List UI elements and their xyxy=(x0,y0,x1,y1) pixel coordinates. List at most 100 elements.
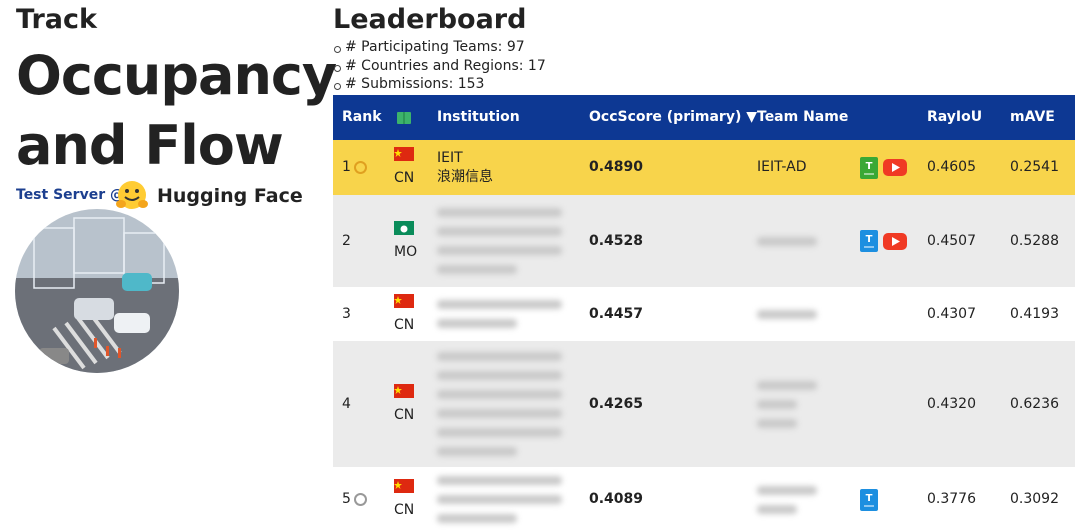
blurred-text xyxy=(437,409,562,418)
column-header: Institution xyxy=(437,109,520,125)
rank: 2 xyxy=(342,232,351,249)
flag xyxy=(394,383,434,404)
column-header: Team Name xyxy=(757,109,849,125)
rank: 4 xyxy=(342,395,351,412)
paper-link[interactable]: T xyxy=(860,488,878,511)
occscore: 0.4890 xyxy=(589,159,644,175)
stat-item: # Countries and Regions: 17 xyxy=(345,57,546,74)
rank-cell: 5 xyxy=(342,467,382,532)
occscore-cell: 0.4265 xyxy=(589,341,709,467)
svg-text:T: T xyxy=(866,234,873,245)
occscore-cell: 0.4457 xyxy=(589,287,709,341)
flag xyxy=(394,147,434,167)
link-icon[interactable] xyxy=(883,232,907,250)
link-icon[interactable]: T xyxy=(860,230,878,252)
rank: 1 xyxy=(342,159,351,175)
rayiou-cell: 0.4320 xyxy=(927,341,997,467)
blurred-text xyxy=(437,428,562,437)
bullet xyxy=(334,83,341,90)
stat-item: # Participating Teams: 97 xyxy=(345,39,525,55)
rayiou-cell: 0.4307 xyxy=(927,287,997,341)
mave-cell: 0.2541 xyxy=(1010,140,1070,195)
rank-line: 1 xyxy=(342,158,382,177)
blurred-text xyxy=(437,371,562,380)
rank-cell: 4 xyxy=(342,341,382,467)
institution-cell xyxy=(437,287,577,341)
link-icon[interactable]: T xyxy=(860,488,878,511)
rayiou: 0.4307 xyxy=(927,305,976,322)
blurred-text xyxy=(757,236,817,246)
occscore: 0.4089 xyxy=(589,491,644,507)
track-title: and Flow xyxy=(16,114,284,177)
flag-image xyxy=(394,220,414,235)
links-cell: T xyxy=(860,195,920,287)
occscore-cell: 0.4890 xyxy=(589,140,709,195)
column-header: Rank xyxy=(342,109,382,125)
rayiou: 0.4320 xyxy=(927,395,976,412)
blurred-text xyxy=(437,495,562,504)
rank-line: 3 xyxy=(342,305,382,324)
track-image xyxy=(15,209,179,373)
link-icon[interactable] xyxy=(883,159,907,176)
paper-link[interactable]: T xyxy=(860,230,878,252)
column-header: RayIoU xyxy=(927,109,983,125)
rank-cell: 2 xyxy=(342,195,382,287)
rank-line: 5 xyxy=(342,490,382,509)
table-header xyxy=(333,95,1075,140)
rank: 3 xyxy=(342,305,351,322)
link-icon[interactable]: T xyxy=(860,156,878,179)
flag xyxy=(394,293,434,314)
bullet xyxy=(334,64,341,72)
column-header[interactable]: OccScore (primary) ▼ xyxy=(589,109,757,125)
track-title: Occupancy xyxy=(16,44,337,107)
link-icons: T xyxy=(860,230,920,252)
flag-image xyxy=(394,479,414,493)
rayiou: 0.3776 xyxy=(927,491,976,507)
country-code: CN xyxy=(394,502,415,518)
bullet xyxy=(334,46,341,53)
occscore-cell: 0.4089 xyxy=(589,467,709,532)
country-code: CN xyxy=(394,170,415,186)
video-link[interactable] xyxy=(883,159,907,176)
mave-cell: 0.3092 xyxy=(1010,467,1070,532)
institution-cell xyxy=(437,341,577,467)
hugging-face-emoji xyxy=(116,181,148,209)
institution-line: 浪潮信息 xyxy=(437,168,493,185)
video-link[interactable] xyxy=(883,232,907,250)
country-code: MO xyxy=(394,243,418,260)
medal xyxy=(353,493,367,506)
column-header: mAVE xyxy=(1010,109,1055,125)
institution-cell xyxy=(437,467,577,532)
platform-name[interactable]: Hugging Face xyxy=(157,185,303,207)
blurred-text xyxy=(437,319,517,328)
team-name: IEIT-AD xyxy=(757,159,807,175)
blurred-text xyxy=(437,390,562,399)
team-cell xyxy=(757,287,847,341)
region-cell: CN xyxy=(394,341,434,467)
rank-line: 4 xyxy=(342,395,382,414)
rayiou-cell: 0.4605 xyxy=(927,140,997,195)
flag xyxy=(394,479,434,499)
links-cell xyxy=(860,287,920,341)
blurred-text xyxy=(757,485,817,495)
links-cell xyxy=(860,341,920,467)
rayiou: 0.4605 xyxy=(927,159,976,175)
links-cell: T xyxy=(860,467,920,532)
mave-cell: 0.4193 xyxy=(1010,287,1070,341)
links-cell: T xyxy=(860,140,920,195)
paper-link[interactable]: T xyxy=(860,156,878,179)
table-row xyxy=(333,140,1075,195)
blurred-text xyxy=(437,514,517,523)
blurred-text xyxy=(757,380,817,390)
flag-image xyxy=(394,293,414,308)
medal xyxy=(353,161,367,174)
blurred-text xyxy=(437,447,517,456)
table-row xyxy=(333,341,1075,467)
region-cell: MO xyxy=(394,195,434,287)
rayiou-cell: 0.3776 xyxy=(927,467,997,532)
country-code: CN xyxy=(394,406,415,423)
occscore: 0.4457 xyxy=(589,305,644,322)
stat-item: # Submissions: 153 xyxy=(345,76,485,92)
occscore: 0.4528 xyxy=(589,232,644,249)
